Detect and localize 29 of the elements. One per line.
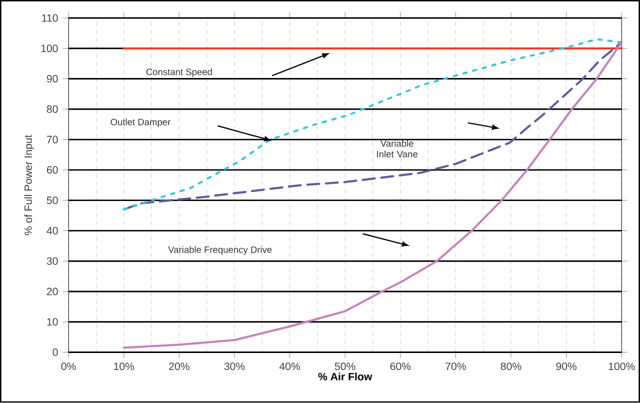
y-tick-label: 0 [52,348,58,356]
annotation: Outlet Damper [110,118,170,128]
x-tick-label: 90% [556,362,577,370]
x-tick-label: 70% [446,362,466,370]
x-tick-label: 10% [114,362,134,370]
y-axis-title: % of Full Power Input [24,134,34,236]
x-tick-label: 40% [279,362,300,370]
y-tick-label: 10 [47,318,58,326]
y-tick-label: 110 [42,14,58,22]
x-axis-title: % Air Flow [318,372,372,380]
x-tick-label: 0% [61,362,76,370]
y-tick-label: 30 [46,257,58,265]
x-tick-label: 30% [224,362,245,370]
y-tick-label: 70 [46,136,58,144]
x-tick-label: 50% [334,362,356,370]
y-tick-label: 20 [46,288,58,296]
x-tick-label: 80% [500,362,522,370]
annotation: Constant Speed [146,68,212,78]
x-tick-label: 20% [169,362,190,370]
y-tick-label: 60 [46,166,58,174]
y-tick-label: 80 [46,106,58,114]
y-tick-label: 90 [46,75,58,83]
y-tick-label: 50 [46,196,58,204]
y-tick-label: 40 [46,227,58,235]
x-tick-label: 100% [608,362,635,370]
y-tick-label: 100 [41,44,58,52]
annotation: Variable Frequency Drive [168,246,272,255]
x-tick-label: 60% [390,362,411,370]
annotation: Variable Inlet Vane [377,140,418,158]
